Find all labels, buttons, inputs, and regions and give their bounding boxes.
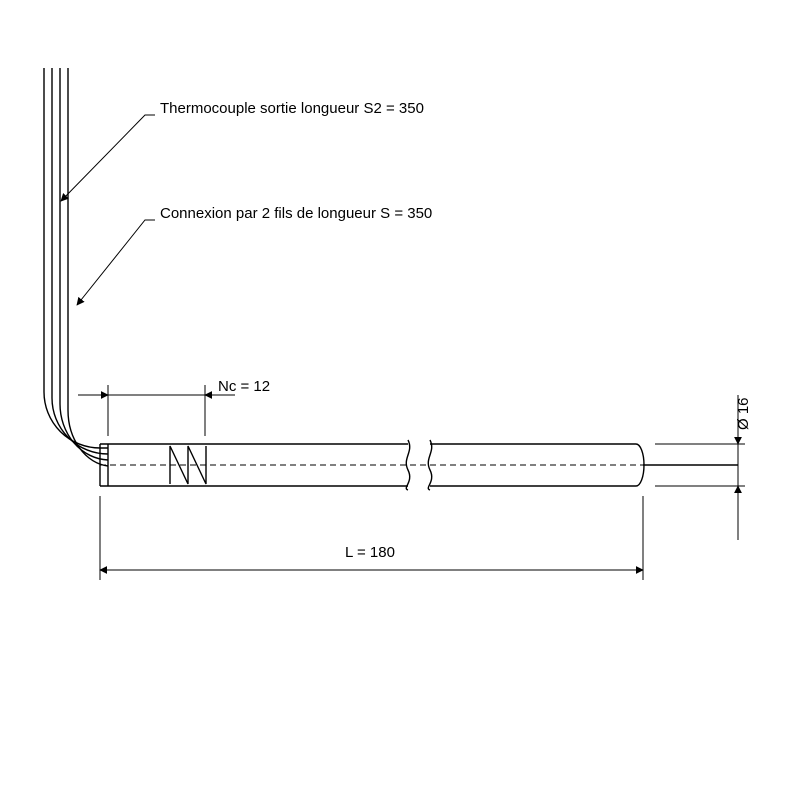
dimension-nc: Nc = 12 — [218, 378, 270, 395]
annotation-connexion: Connexion par 2 fils de longueur S = 350 — [160, 205, 432, 222]
dimension-length: L = 180 — [345, 544, 395, 561]
annotation-thermocouple: Thermocouple sortie longueur S2 = 350 — [160, 100, 424, 117]
dimension-diameter: Ø 16 — [735, 397, 752, 430]
